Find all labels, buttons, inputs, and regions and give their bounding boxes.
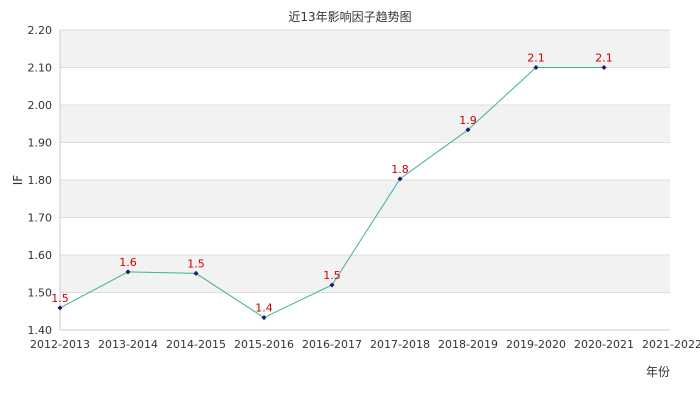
x-tick-label: 2019-2020 xyxy=(506,338,566,351)
data-point xyxy=(57,305,63,311)
data-label: 1.5 xyxy=(51,292,69,305)
plot-band xyxy=(60,180,670,218)
data-label: 1.4 xyxy=(255,302,273,315)
data-point xyxy=(261,315,267,321)
y-tick-labels: 1.40 1.50 1.60 1.70 1.80 1.90 2.00 2.10 2.20 xyxy=(28,24,53,337)
data-point xyxy=(465,127,471,133)
data-label: 1.8 xyxy=(391,163,409,176)
data-label: 1.6 xyxy=(119,256,137,269)
y-tick-label: 2.20 xyxy=(28,24,53,37)
y-tick-label: 2.00 xyxy=(28,99,53,112)
x-tick-label: 2017-2018 xyxy=(370,338,430,351)
x-tick-label: 2021-2022 xyxy=(642,338,700,351)
data-point xyxy=(329,282,335,288)
y-tick-label: 1.90 xyxy=(28,137,53,150)
plot-bands xyxy=(60,30,670,293)
data-point xyxy=(397,176,403,182)
x-tick-labels: 2012-2013 2013-2014 2014-2015 2015-2016 2016… xyxy=(30,338,700,351)
data-markers xyxy=(57,65,607,321)
plot-band xyxy=(60,105,670,143)
y-tick-label: 1.80 xyxy=(28,174,53,187)
y-tick-label: 1.70 xyxy=(28,212,53,225)
gridlines xyxy=(60,29,670,331)
data-label: 2.1 xyxy=(595,52,613,65)
y-tick-label: 1.60 xyxy=(28,249,53,262)
x-tick-label: 2020-2021 xyxy=(574,338,634,351)
data-point xyxy=(601,65,607,70)
x-tick-label: 2012-2013 xyxy=(30,338,90,351)
data-point xyxy=(533,65,539,70)
plot-band xyxy=(60,30,670,68)
data-point xyxy=(193,270,199,276)
y-tick-label: 2.10 xyxy=(28,62,53,75)
x-tick-label: 2013-2014 xyxy=(98,338,158,351)
data-point xyxy=(125,269,131,275)
data-label: 1.9 xyxy=(459,114,477,127)
data-label: 1.5 xyxy=(323,269,341,282)
x-tick-label: 2014-2015 xyxy=(166,338,226,351)
plot-band xyxy=(60,255,670,293)
y-axis-label: IF xyxy=(11,175,25,186)
data-label: 1.5 xyxy=(187,257,205,270)
y-tick-label: 1.40 xyxy=(28,324,53,337)
x-axis-label: 年份 xyxy=(646,365,670,379)
data-label: 2.1 xyxy=(527,52,545,65)
y-tick-label: 1.50 xyxy=(28,287,53,300)
chart-title: 近13年影响因子趋势图 xyxy=(288,9,411,24)
x-tick-label: 2015-2016 xyxy=(234,338,294,351)
x-tick-label: 2018-2019 xyxy=(438,338,498,351)
data-labels: 1.5 1.6 1.5 1.4 1.5 1.8 1.9 2.1 2.1 xyxy=(51,52,613,315)
x-tick-label: 2016-2017 xyxy=(302,338,362,351)
